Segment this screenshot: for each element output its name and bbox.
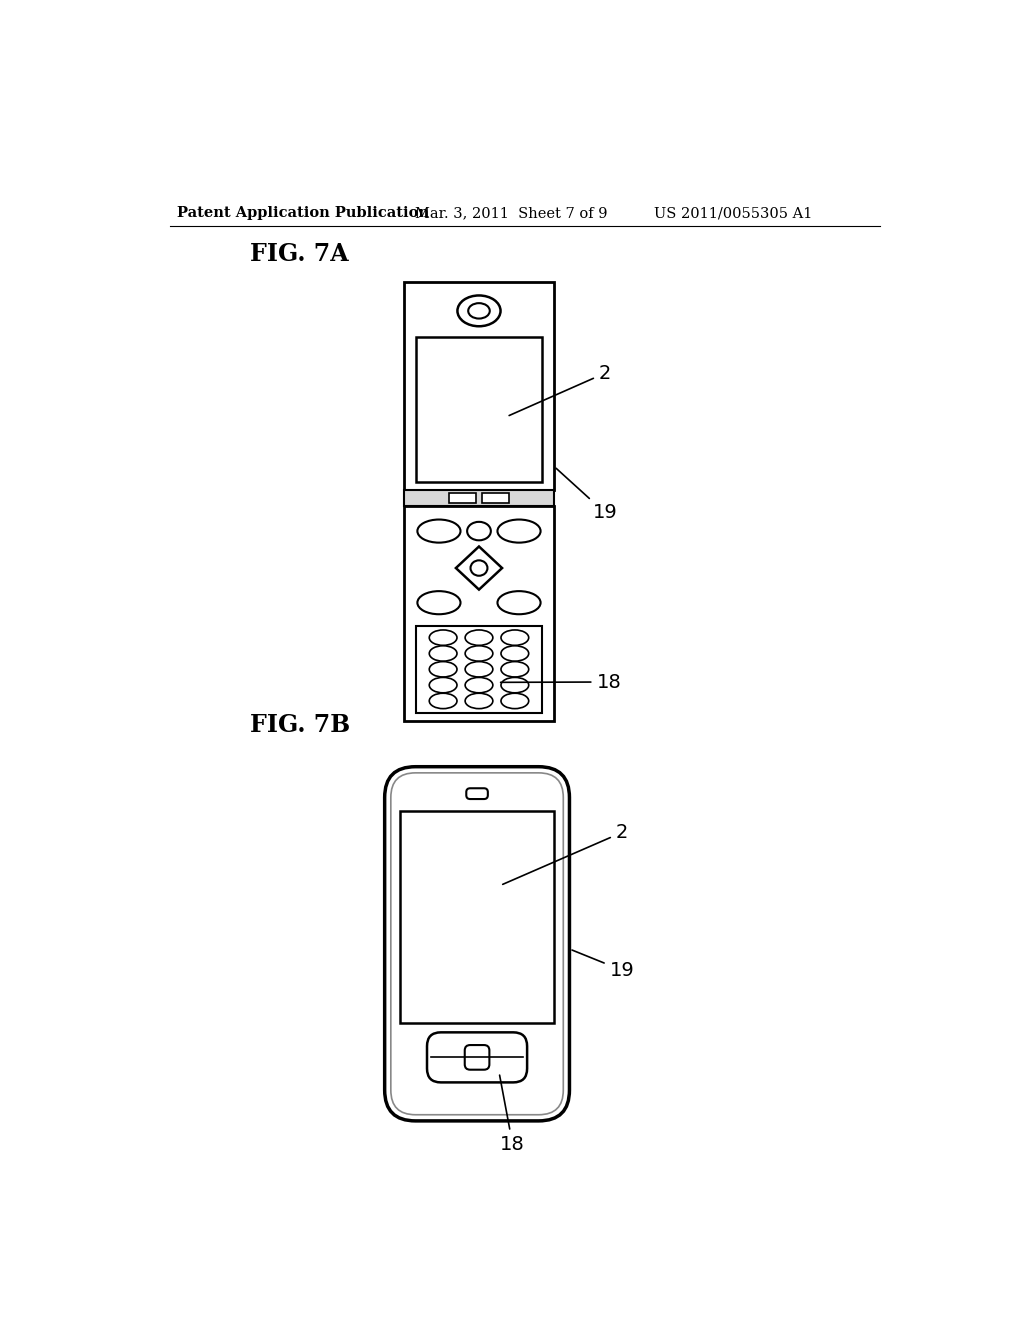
Text: 19: 19	[572, 950, 634, 979]
FancyBboxPatch shape	[466, 788, 487, 799]
Bar	[403, 281, 554, 490]
Ellipse shape	[429, 661, 457, 677]
Ellipse shape	[429, 630, 457, 645]
Text: 19: 19	[556, 469, 617, 523]
FancyBboxPatch shape	[427, 1032, 527, 1082]
Ellipse shape	[465, 693, 493, 709]
Text: 2: 2	[509, 364, 611, 416]
Ellipse shape	[465, 630, 493, 645]
Ellipse shape	[429, 677, 457, 693]
Ellipse shape	[501, 630, 528, 645]
Ellipse shape	[498, 591, 541, 614]
Text: 18: 18	[501, 672, 622, 692]
Ellipse shape	[465, 677, 493, 693]
Text: FIG. 7B: FIG. 7B	[250, 713, 350, 737]
Ellipse shape	[501, 693, 528, 709]
Ellipse shape	[501, 645, 528, 661]
Text: Mar. 3, 2011  Sheet 7 of 9: Mar. 3, 2011 Sheet 7 of 9	[416, 206, 608, 220]
Bar	[416, 337, 542, 482]
Bar	[403, 490, 554, 507]
Text: 2: 2	[503, 824, 628, 884]
Ellipse shape	[429, 645, 457, 661]
Bar	[482, 492, 509, 503]
Ellipse shape	[501, 661, 528, 677]
Ellipse shape	[470, 560, 487, 576]
Ellipse shape	[465, 645, 493, 661]
FancyBboxPatch shape	[385, 767, 569, 1121]
FancyBboxPatch shape	[465, 1045, 489, 1069]
Text: 18: 18	[500, 1074, 525, 1154]
Bar	[400, 812, 554, 1023]
Ellipse shape	[498, 520, 541, 543]
Ellipse shape	[465, 661, 493, 677]
Ellipse shape	[458, 296, 501, 326]
Bar	[416, 626, 542, 713]
Text: US 2011/0055305 A1: US 2011/0055305 A1	[654, 206, 812, 220]
Ellipse shape	[467, 521, 490, 540]
Ellipse shape	[418, 591, 461, 614]
Bar	[403, 507, 554, 721]
Text: FIG. 7A: FIG. 7A	[250, 242, 348, 265]
Ellipse shape	[429, 693, 457, 709]
Ellipse shape	[468, 304, 489, 318]
Ellipse shape	[501, 677, 528, 693]
Text: Patent Application Publication: Patent Application Publication	[177, 206, 429, 220]
Bar	[449, 492, 476, 503]
Polygon shape	[456, 546, 502, 590]
Ellipse shape	[418, 520, 461, 543]
